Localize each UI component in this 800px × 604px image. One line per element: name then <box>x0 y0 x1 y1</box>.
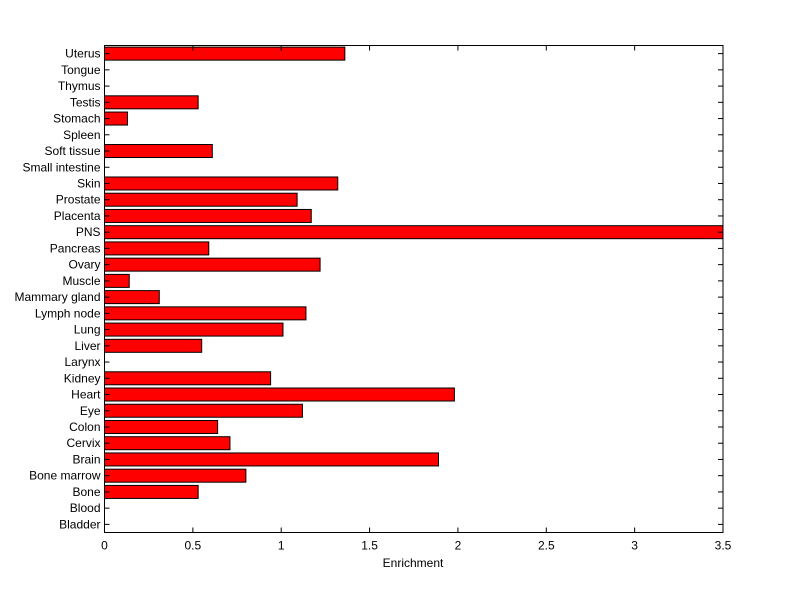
y-tick-label: Cervix <box>66 436 100 450</box>
y-tick-label: Tongue <box>61 63 101 77</box>
y-tick-label: Bone marrow <box>29 469 101 483</box>
bar-cervix <box>104 436 231 451</box>
x-tick-label: 1 <box>278 539 285 553</box>
bar-bone <box>104 484 199 499</box>
y-tick-label: Lymph node <box>35 306 101 320</box>
bar-colon <box>104 419 219 434</box>
bar-mammary-gland <box>104 290 160 305</box>
x-tick-label: 2 <box>455 539 462 553</box>
x-tick-label: 0.5 <box>185 539 202 553</box>
y-tick-label: Blood <box>70 501 101 515</box>
bar-pns <box>104 225 724 240</box>
bar-bone-marrow <box>104 468 247 483</box>
y-tick-label: Lung <box>74 323 101 337</box>
bar-skin <box>104 176 339 191</box>
y-tick-label: Bladder <box>59 517 100 531</box>
bar-placenta <box>104 208 312 223</box>
y-tick-label: Heart <box>71 388 101 402</box>
bar-brain <box>104 452 439 467</box>
y-tick-label: Placenta <box>54 209 101 223</box>
x-tick-label: 1.5 <box>361 539 378 553</box>
y-tick-label: Testis <box>70 95 101 109</box>
x-axis-label: Enrichment <box>383 556 444 570</box>
bar-eye <box>104 403 303 418</box>
bar-ovary <box>104 257 321 272</box>
y-tick-label: Larynx <box>64 355 100 369</box>
bar-liver <box>104 338 203 353</box>
plot-area-frame <box>104 45 724 533</box>
y-tick-label: Pancreas <box>50 241 101 255</box>
y-tick-label: Thymus <box>58 79 101 93</box>
y-tick-label: Eye <box>80 404 101 418</box>
bar-testis <box>104 95 199 110</box>
bar-heart <box>104 387 455 402</box>
x-tick-label: 2.5 <box>538 539 555 553</box>
y-tick-label: Bone <box>72 485 100 499</box>
bar-lung <box>104 322 284 337</box>
bar-prostate <box>104 192 298 207</box>
y-tick-label: Skin <box>77 176 100 190</box>
bar-uterus <box>104 46 346 61</box>
y-tick-label: Spleen <box>63 128 100 142</box>
bar-pancreas <box>104 241 210 256</box>
y-tick-label: Muscle <box>62 274 100 288</box>
y-tick-label: Mammary gland <box>14 290 100 304</box>
y-tick-label: Liver <box>74 339 100 353</box>
y-tick-label: Small intestine <box>22 160 100 174</box>
y-tick-label: Stomach <box>53 112 100 126</box>
bar-soft-tissue <box>104 144 213 159</box>
y-tick-label: Prostate <box>56 193 101 207</box>
x-tick-label: 3.5 <box>715 539 732 553</box>
y-tick-label: Uterus <box>65 47 100 61</box>
x-tick-label: 3 <box>631 539 638 553</box>
x-tick-label: 0 <box>101 539 108 553</box>
y-tick-label: Brain <box>72 452 100 466</box>
y-tick-label: Kidney <box>64 371 101 385</box>
bar-kidney <box>104 371 272 386</box>
bar-lymph-node <box>104 306 307 321</box>
y-tick-label: Soft tissue <box>44 144 100 158</box>
y-tick-label: Colon <box>69 420 100 434</box>
y-tick-label: PNS <box>76 225 101 239</box>
y-tick-label: Ovary <box>68 258 100 272</box>
